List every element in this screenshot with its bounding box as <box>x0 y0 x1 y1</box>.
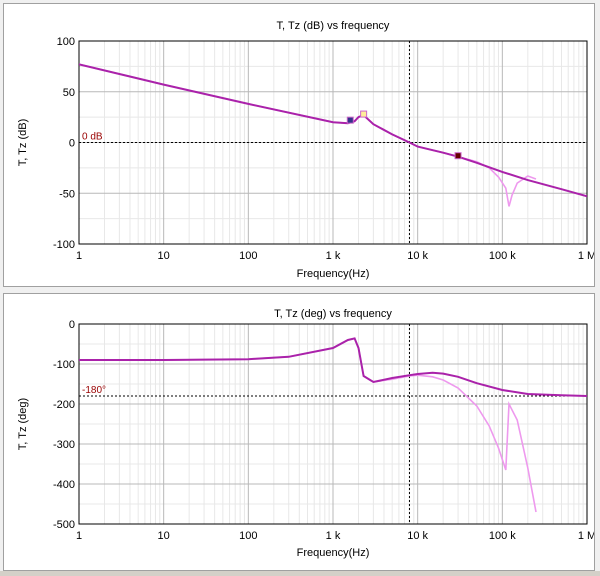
x-tick-label: 10 <box>158 250 170 262</box>
magnitude-chart: 0 dB 1 10 100 1 k 10 k 100 k 1 M 100 50 0 -50 -100 T,… <box>17 20 596 280</box>
x-axis-label: Frequency(Hz) <box>297 547 370 559</box>
y-axis-label: T, Tz (deg) <box>17 398 29 450</box>
x-tick-label: 1 k <box>326 530 341 542</box>
data-marker <box>360 110 368 118</box>
plot-frame <box>78 323 588 525</box>
y-axis-label: T, Tz (dB) <box>17 119 29 166</box>
x-axis-label: Frequency(Hz) <box>297 268 370 280</box>
y-tick-label: 0 <box>69 138 75 150</box>
y-tick-label: -50 <box>59 188 75 200</box>
data-marker <box>346 116 354 124</box>
chart-title: T, Tz (deg) vs frequency <box>274 308 392 320</box>
phase-chart-panel: -180° 1 10 100 1 k 10 k 100 k 1 M 0 -100 -200 -300 -… <box>3 293 596 571</box>
y-tick-label: -200 <box>53 399 75 411</box>
y-tick-label: -100 <box>53 239 75 251</box>
x-tick-label: 1 <box>76 530 82 542</box>
series-line-t <box>79 337 587 397</box>
window-bottom-edge <box>0 571 600 576</box>
x-tick-label: 1 <box>76 250 82 262</box>
x-tick-label: 100 k <box>489 250 516 262</box>
reference-line-label: -180° <box>82 385 106 396</box>
y-tick-label: 0 <box>69 319 75 331</box>
x-tick-label: 10 k <box>407 530 428 542</box>
x-tick-label: 10 k <box>407 250 428 262</box>
x-tick-label: 100 k <box>489 530 516 542</box>
series-line-t <box>79 63 587 198</box>
y-tick-label: -100 <box>53 359 75 371</box>
y-tick-label: -400 <box>53 479 75 491</box>
y-tick-label: 50 <box>63 87 75 99</box>
y-tick-label: 100 <box>57 36 75 48</box>
chart-title: T, Tz (dB) vs frequency <box>277 20 390 32</box>
y-tick-label: -500 <box>53 519 75 531</box>
magnitude-chart-panel: 0 dB 1 10 100 1 k 10 k 100 k 1 M 100 50 0 -50 -100 T,… <box>3 3 596 287</box>
x-tick-label: 100 <box>239 250 257 262</box>
reference-line-label: 0 dB <box>82 132 103 143</box>
x-tick-label: 1 M <box>578 530 594 542</box>
x-tick-label: 100 <box>239 530 257 542</box>
x-tick-label: 1 k <box>326 250 341 262</box>
data-marker <box>454 152 462 160</box>
y-tick-label: -300 <box>53 439 75 451</box>
x-tick-label: 1 M <box>578 250 594 262</box>
x-tick-label: 10 <box>158 530 170 542</box>
phase-chart: -180° 1 10 100 1 k 10 k 100 k 1 M 0 -100 -200 -300 -… <box>17 308 596 559</box>
